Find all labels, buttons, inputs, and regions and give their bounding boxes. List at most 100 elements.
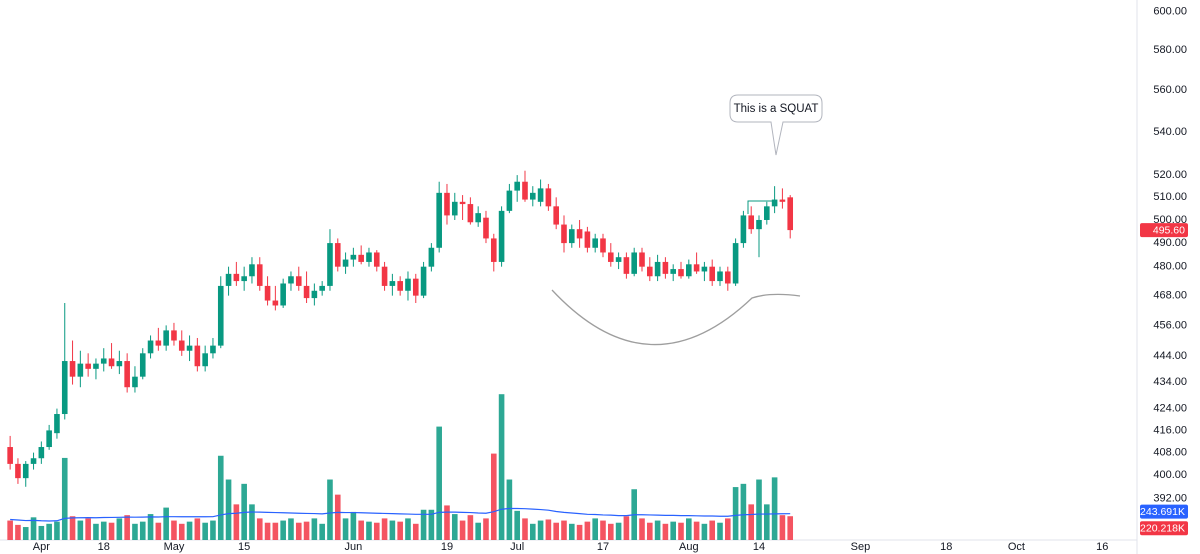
volume-bar: [30, 517, 37, 540]
y-tick-label: 434.00: [1153, 376, 1187, 388]
volume-bar: [389, 520, 396, 540]
x-tick-label: Sep: [851, 541, 871, 553]
volume-bar: [194, 518, 201, 540]
candle-body: [397, 281, 403, 291]
y-tick-label: 408.00: [1153, 447, 1187, 459]
candle-body: [584, 231, 591, 248]
volume-bar: [576, 524, 583, 540]
candle-body: [451, 201, 458, 216]
candle-body: [210, 345, 216, 354]
candle-body: [717, 271, 723, 282]
volume-bar: [498, 394, 505, 540]
volume-bar: [249, 504, 255, 540]
candle-body: [693, 264, 700, 272]
candle-body: [475, 213, 481, 223]
candle-body: [139, 353, 146, 377]
y-tick-label: 416.00: [1153, 424, 1187, 436]
volume-bar: [147, 514, 154, 540]
candle-body: [202, 353, 208, 367]
candle-body: [490, 238, 497, 262]
volume-bar: [654, 520, 661, 540]
volume-bar: [334, 494, 341, 540]
candle-body: [311, 290, 318, 299]
candle-body: [701, 266, 708, 272]
x-tick-label: 18: [940, 541, 952, 553]
x-tick-label: Oct: [1008, 541, 1025, 553]
volume-bar: [100, 521, 107, 540]
volume-bar: [85, 518, 91, 540]
y-tick-label: 500.00: [1153, 214, 1187, 226]
y-tick-label: 600.00: [1153, 5, 1187, 17]
volume-bar: [545, 519, 552, 540]
volume-bar: [397, 521, 403, 540]
volume-bar: [748, 504, 755, 540]
volume-bar: [202, 522, 208, 540]
volume-bar: [264, 522, 271, 540]
last-price-label-bg: [1140, 223, 1188, 238]
volume-bar: [303, 521, 310, 540]
volume-bar: [366, 521, 372, 540]
candle-body: [646, 266, 653, 277]
volume-bar: [584, 521, 591, 540]
candle-body: [7, 447, 13, 464]
volume-bar: [779, 515, 786, 540]
candle-body: [615, 257, 622, 262]
candle-body: [732, 243, 739, 284]
candle-body: [85, 363, 91, 369]
candle-body: [194, 345, 201, 367]
x-tick-label: 14: [753, 541, 765, 553]
candle-body: [756, 219, 762, 230]
candle-body: [686, 264, 692, 277]
x-tick-label: May: [164, 541, 185, 553]
volume-bar: [412, 523, 419, 540]
candle-body: [358, 254, 364, 262]
volume-bar: [490, 453, 497, 540]
squat-curve: [551, 289, 801, 346]
x-tick-label: 19: [441, 541, 453, 553]
x-tick-label: 15: [238, 541, 250, 553]
volume-bar: [155, 522, 162, 540]
candle-body: [366, 252, 372, 262]
volume-bar: [615, 522, 622, 540]
callout-text: This is a SQUAT: [734, 103, 819, 115]
volume-bar: [124, 515, 130, 540]
candle-body: [639, 252, 645, 267]
volume-bar: [553, 522, 559, 540]
y-tick-label: 424.00: [1153, 403, 1187, 415]
candle-body: [740, 215, 747, 244]
volume-bar: [311, 518, 318, 540]
x-tick-label: 16: [1096, 541, 1108, 553]
volume-bar: [561, 520, 567, 540]
volume-bar: [459, 520, 466, 540]
candle-body: [327, 243, 333, 286]
volume-bar: [444, 505, 450, 540]
candle-body: [288, 276, 294, 284]
volume-bar: [46, 523, 52, 540]
price-marker: [747, 200, 772, 214]
y-tick-label: 490.00: [1153, 237, 1187, 249]
volume-ma-line: [10, 507, 791, 522]
candle-body: [233, 273, 240, 282]
volume-bar: [740, 483, 747, 540]
candle-body: [631, 252, 637, 274]
volume-bar: [639, 518, 645, 540]
y-tick-label: 444.00: [1153, 350, 1187, 362]
volume-bar: [108, 522, 115, 540]
volume-bar: [139, 521, 146, 540]
volume-bar: [514, 510, 520, 540]
volume-bar: [771, 477, 778, 540]
volume-bar: [7, 520, 13, 540]
volume-bar: [272, 522, 279, 540]
volume-bar: [670, 521, 676, 540]
volume-bar: [233, 504, 240, 540]
candle-body: [529, 192, 536, 200]
candle-body: [568, 229, 575, 244]
candle-body: [342, 259, 349, 267]
volume-bar: [54, 521, 60, 540]
volume-bar: [38, 525, 45, 540]
candle-body: [412, 278, 419, 296]
volume-bar: [623, 516, 630, 540]
candle-body: [522, 181, 528, 200]
volume-bar: [342, 518, 349, 540]
